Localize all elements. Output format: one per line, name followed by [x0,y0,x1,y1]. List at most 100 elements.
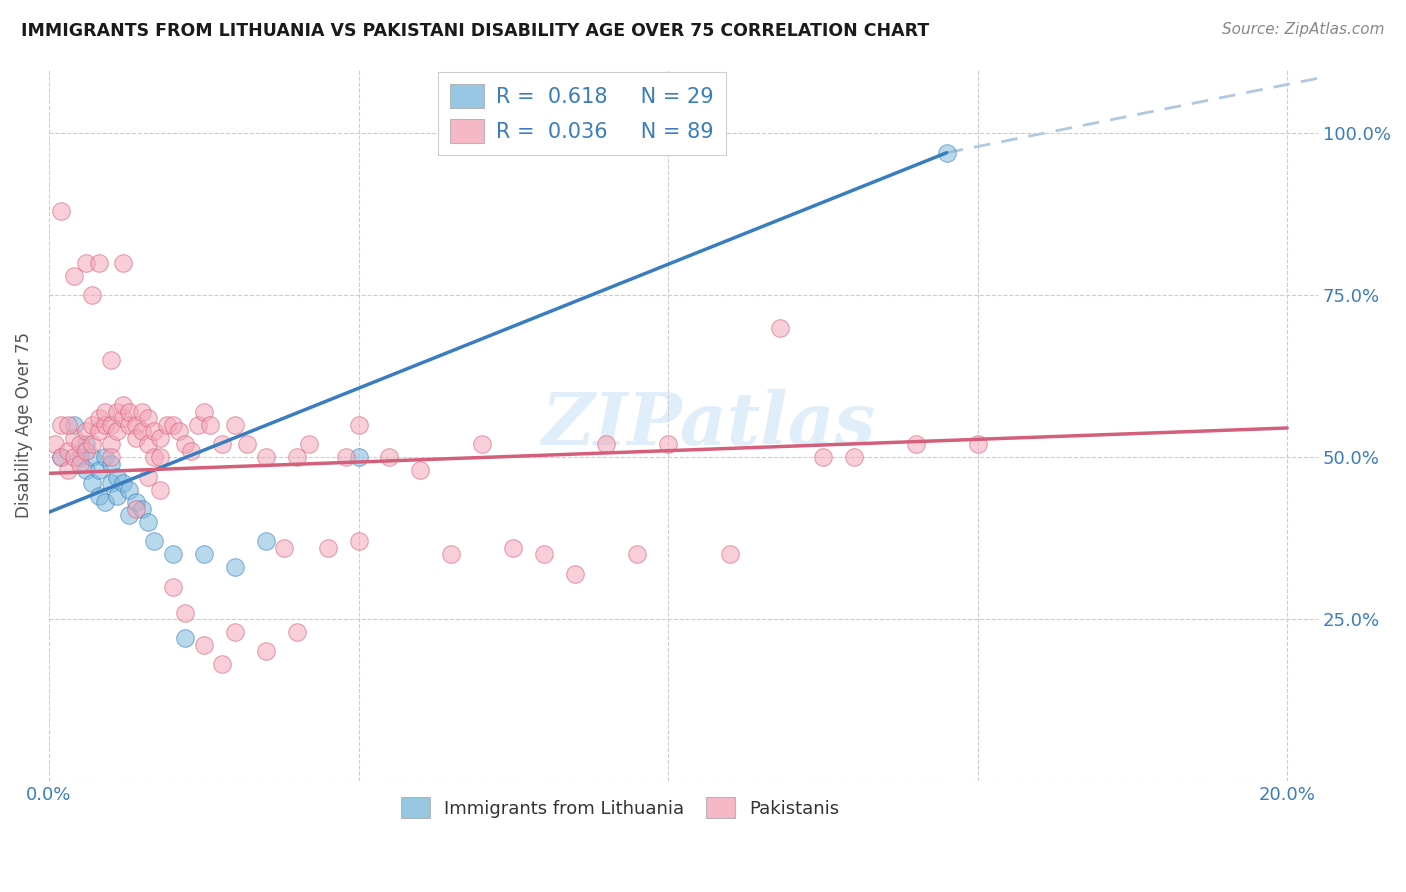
Point [149,483,172,497]
Point [118,483,141,497]
Point [347,417,370,432]
Point [118,417,141,432]
Point [193,638,215,652]
Point [966,437,988,451]
Point [273,541,295,555]
Point [657,437,679,451]
Point [75,463,97,477]
Point [44,437,66,451]
Point [75,256,97,270]
Text: Source: ZipAtlas.com: Source: ZipAtlas.com [1222,22,1385,37]
Point [87,411,110,425]
Point [62,417,84,432]
Point [69,437,91,451]
Point [193,547,215,561]
Point [93,405,115,419]
Point [136,437,159,451]
Point [935,145,957,160]
Point [112,398,135,412]
Point [124,417,146,432]
Point [51,204,73,219]
Point [174,437,197,451]
Point [298,437,321,451]
Point [131,502,153,516]
Point [842,450,865,464]
Point [87,424,110,438]
Point [136,515,159,529]
Point [149,450,172,464]
Point [162,547,184,561]
Point [124,431,146,445]
Point [316,541,339,555]
Point [254,450,277,464]
Point [87,256,110,270]
Point [143,450,166,464]
Point [93,450,115,464]
Point [904,437,927,451]
Point [236,437,259,451]
Point [112,411,135,425]
Point [105,489,128,503]
Point [564,566,586,581]
Point [56,463,79,477]
Point [502,541,524,555]
Point [155,417,177,432]
Point [180,443,202,458]
Point [75,443,97,458]
Point [82,437,104,451]
Point [285,450,308,464]
Point [62,450,84,464]
Point [143,534,166,549]
Point [100,457,122,471]
Point [198,417,221,432]
Point [193,405,215,419]
Y-axis label: Disability Age Over 75: Disability Age Over 75 [15,332,32,517]
Point [167,424,190,438]
Point [143,424,166,438]
Point [82,417,104,432]
Point [82,476,104,491]
Point [105,405,128,419]
Point [347,534,370,549]
Point [378,450,401,464]
Point [82,288,104,302]
Point [75,424,97,438]
Point [118,508,141,523]
Point [112,256,135,270]
Point [471,437,494,451]
Point [62,431,84,445]
Point [409,463,432,477]
Text: ZIPatlas: ZIPatlas [541,389,876,460]
Point [347,450,370,464]
Point [82,450,104,464]
Point [211,657,233,672]
Point [124,495,146,509]
Point [187,417,209,432]
Point [100,437,122,451]
Point [595,437,617,451]
Point [100,353,122,368]
Point [51,450,73,464]
Point [112,476,135,491]
Point [100,476,122,491]
Point [440,547,463,561]
Point [87,463,110,477]
Point [131,405,153,419]
Point [100,450,122,464]
Point [136,411,159,425]
Point [124,502,146,516]
Point [105,424,128,438]
Point [149,431,172,445]
Point [56,417,79,432]
Point [224,560,246,574]
Point [75,437,97,451]
Point [718,547,741,561]
Text: IMMIGRANTS FROM LITHUANIA VS PAKISTANI DISABILITY AGE OVER 75 CORRELATION CHART: IMMIGRANTS FROM LITHUANIA VS PAKISTANI D… [21,22,929,40]
Point [69,457,91,471]
Point [224,625,246,640]
Point [211,437,233,451]
Point [87,489,110,503]
Point [93,495,115,509]
Point [254,644,277,658]
Point [285,625,308,640]
